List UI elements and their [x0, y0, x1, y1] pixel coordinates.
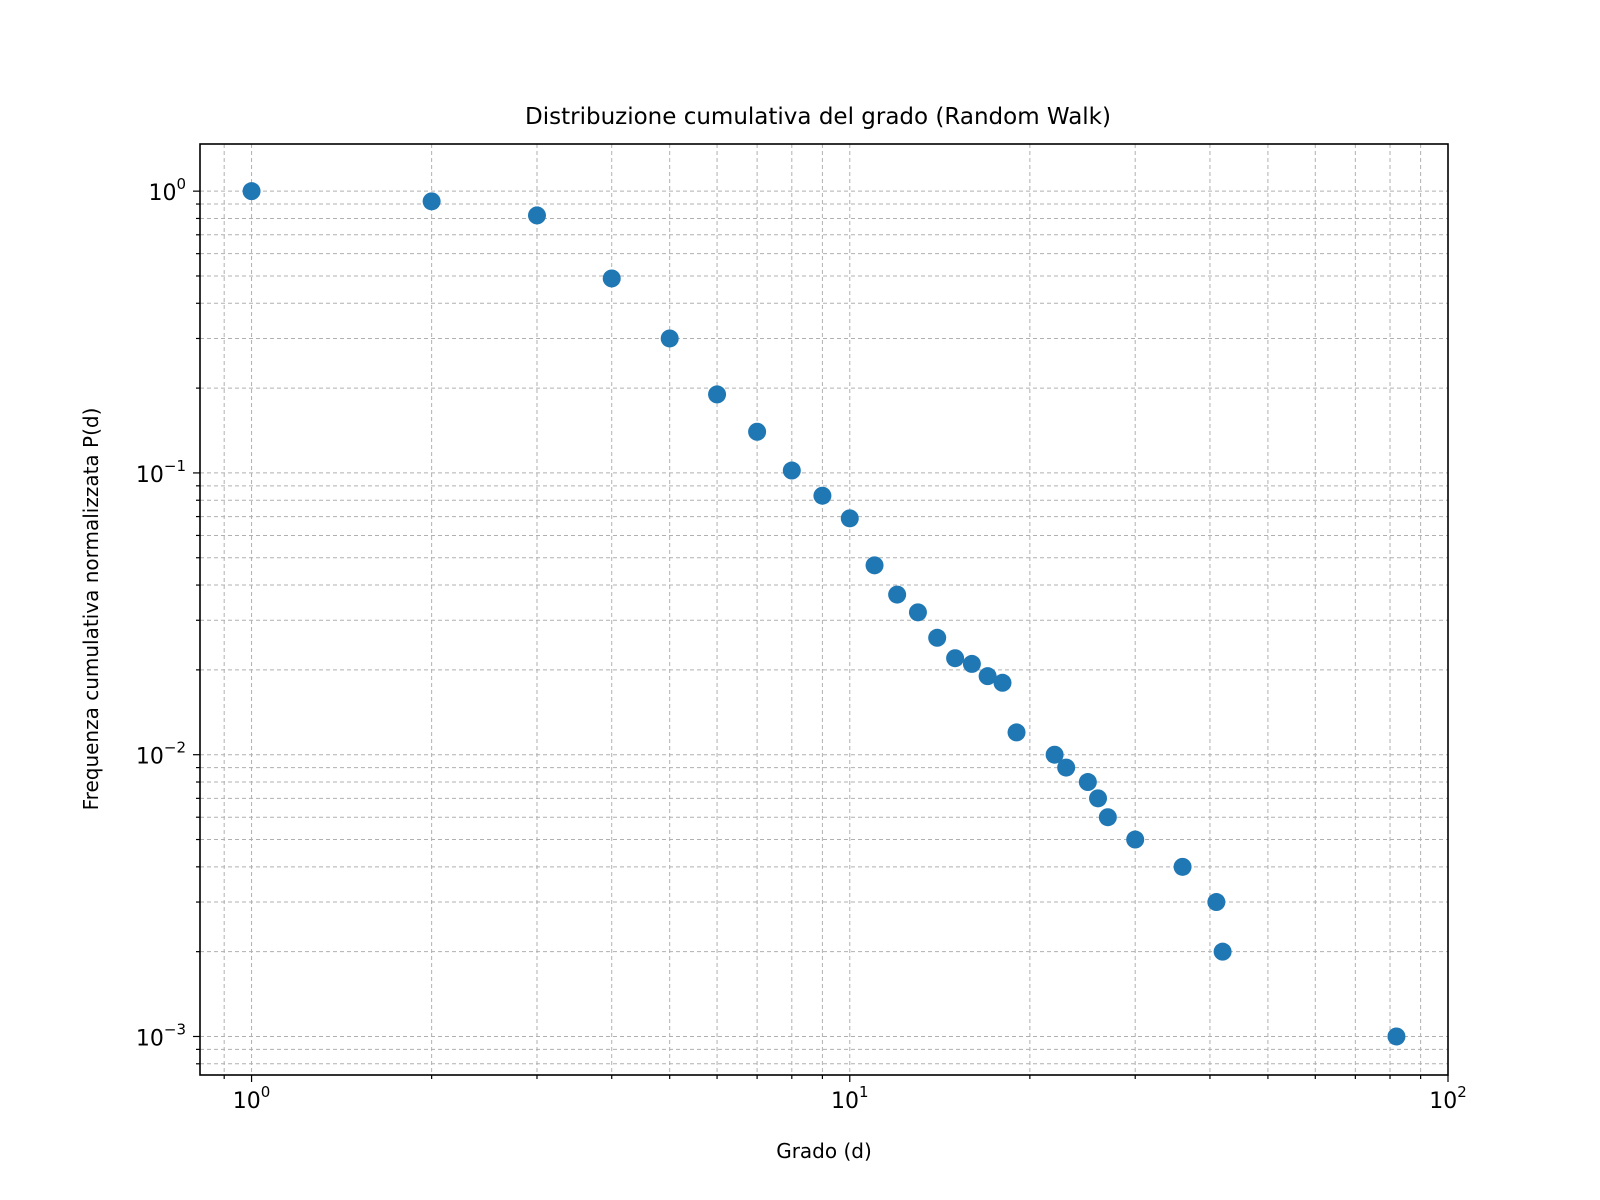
data-point — [1207, 893, 1226, 912]
data-point — [1126, 830, 1145, 849]
data-point — [602, 269, 621, 288]
data-point — [962, 654, 981, 673]
data-point — [928, 628, 947, 647]
data-point — [1007, 723, 1026, 742]
data-point — [1213, 942, 1232, 961]
data-point — [1078, 773, 1097, 792]
plot-frame — [199, 143, 1449, 1076]
data-point — [242, 182, 261, 201]
data-point — [946, 649, 965, 668]
data-point — [422, 192, 441, 211]
data-point — [813, 486, 832, 505]
data-point — [1057, 758, 1076, 777]
y-axis-label: Frequenza cumulativa normalizzata P(d) — [79, 408, 103, 811]
data-point — [840, 509, 859, 528]
x-axis-label: Grado (d) — [776, 1139, 872, 1163]
data-point — [865, 556, 884, 575]
data-point — [1098, 808, 1117, 827]
data-point — [908, 603, 927, 622]
y-tick-label: 10−1 — [136, 457, 186, 488]
data-point — [708, 385, 727, 404]
data-point — [1387, 1027, 1406, 1046]
chart-title: Distribuzione cumulativa del grado (Rand… — [525, 104, 1111, 130]
data-points — [242, 182, 1406, 1046]
x-axis-ticks: 100 101 102 — [223, 1075, 1467, 1114]
data-point — [1089, 789, 1108, 808]
data-point — [782, 461, 801, 480]
data-point — [993, 673, 1012, 692]
data-point — [748, 422, 767, 441]
data-point — [1045, 745, 1064, 764]
data-point — [660, 329, 679, 348]
data-point — [527, 206, 546, 225]
data-point — [888, 585, 907, 604]
data-point — [1173, 857, 1192, 876]
data-point — [978, 667, 997, 686]
grid-lines — [200, 144, 1449, 1075]
